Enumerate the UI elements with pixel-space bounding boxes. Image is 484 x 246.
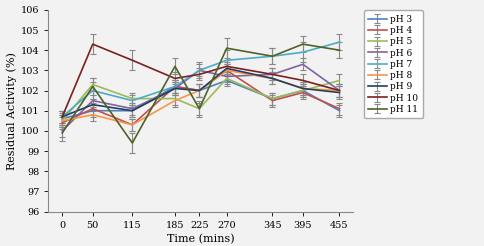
Y-axis label: Residual Activity (%): Residual Activity (%) — [6, 52, 16, 170]
Legend: pH 3, pH 4, pH 5, pH 6, pH 7, pH 8, pH 9, pH 10, pH 11: pH 3, pH 4, pH 5, pH 6, pH 7, pH 8, pH 9… — [364, 10, 423, 118]
X-axis label: Time (mins): Time (mins) — [167, 234, 235, 244]
